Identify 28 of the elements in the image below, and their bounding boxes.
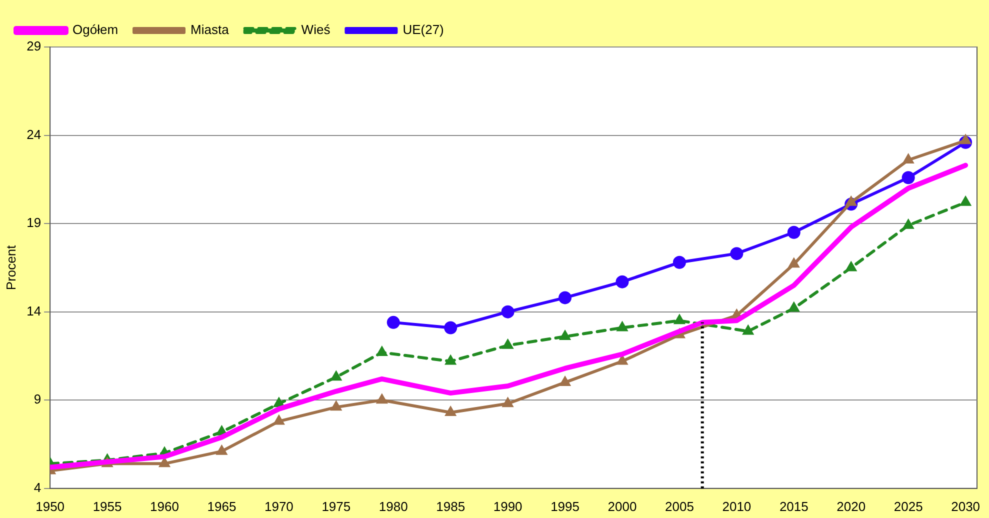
y-axis-title: Procent xyxy=(3,244,18,290)
x-tick-label: 1990 xyxy=(493,498,522,514)
x-tick-label: 2005 xyxy=(665,498,694,514)
y-tick-label: 14 xyxy=(26,303,42,318)
x-tick-label: 2015 xyxy=(779,498,808,514)
x-tick-label: 2000 xyxy=(608,498,637,514)
legend-label: Wieś xyxy=(301,22,331,38)
x-tick-label: 1985 xyxy=(436,498,466,514)
x-tick-label: 1970 xyxy=(264,498,294,514)
x-tick-label: 1950 xyxy=(36,498,65,514)
x-tick-label: 2010 xyxy=(722,498,752,514)
x-tick-label: 2025 xyxy=(894,498,923,514)
x-tick-label: 1965 xyxy=(207,498,236,514)
x-tick-label: 2030 xyxy=(951,498,980,514)
legend-label: Ogółem xyxy=(72,22,118,38)
y-tick-label: 9 xyxy=(34,392,42,407)
y-tick-label: 29 xyxy=(26,38,42,54)
legend-label: Miasta xyxy=(190,22,230,38)
x-tick-label: 1975 xyxy=(322,498,351,514)
legend-label: UE(27) xyxy=(402,22,444,38)
y-tick-label: 19 xyxy=(26,215,42,230)
x-tick-label: 2020 xyxy=(836,498,866,514)
x-tick-label: 1960 xyxy=(150,498,179,514)
x-tick-label: 1955 xyxy=(92,498,122,514)
x-tick-label: 1980 xyxy=(378,498,408,514)
y-tick-label: 24 xyxy=(26,126,42,142)
y-tick-label: 4 xyxy=(34,480,42,495)
x-tick-label: 1995 xyxy=(550,498,580,514)
